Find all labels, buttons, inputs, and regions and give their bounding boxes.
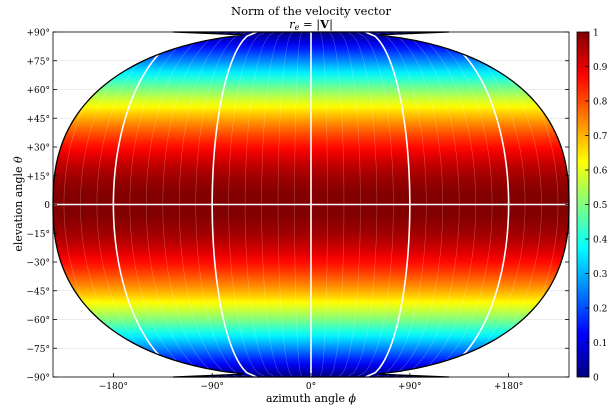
subtitle-bold: V [319,17,330,31]
meridian-line [112,32,203,377]
y-tick-label: +30° [27,144,51,154]
colorbar-tick-label: 1 [593,29,599,39]
y-tick-label: −60° [27,316,51,326]
y-tick-label: +75° [27,57,51,67]
colorbar-ticks: 0 0.1 0.2 0.3 0.4 0.5 0.6 0.7 0.8 0.9 1 [585,29,608,384]
y-tick-label: −75° [27,345,51,355]
y-axis-label-text: elevation angle [12,163,25,252]
globe-surface [53,32,569,377]
subtitle-subscript: e [295,23,300,32]
colorbar-tick-label: 0.5 [593,201,608,211]
y-tick-label: −15° [27,230,51,240]
chart-title: Norm of the velocity vector [231,4,391,18]
meridian-line [365,32,411,377]
x-tick-label: −90° [200,382,224,392]
y-axis-ticks: +90° +75° +60° +45° +30° +15° 0 −15° −30° −45° −60… [27,29,569,384]
colorbar-tick-label: 0.9 [593,63,608,73]
y-tick-label: −90° [27,374,51,384]
y-tick-label: +60° [27,86,51,96]
chart-subtitle: re = |V| [289,17,333,32]
colorbar-tick-label: 0.8 [593,98,608,108]
y-tick-label: −30° [27,259,51,269]
y-tick-label: +15° [27,172,51,182]
colorbar-tick-label: 0.2 [593,305,607,315]
subtitle-equals: = | [299,17,320,32]
meridian-line [211,32,257,377]
x-axis-label-symbol: ϕ [349,392,357,405]
x-axis-label-text: azimuth angle [266,392,349,405]
colorbar-tick-label: 0.7 [593,132,608,142]
colorbar-tick-label: 0.1 [593,339,607,349]
subtitle-end: | [329,17,333,32]
x-axis-label: azimuth angle ϕ [266,392,357,405]
x-axis-ticks: −180° −90° 0° +90° +180° [99,373,523,392]
colorbar-tick-label: 0 [593,374,599,384]
y-tick-label: +90° [27,29,51,39]
x-tick-label: −180° [99,382,128,392]
y-axis-label-symbol: θ [12,156,25,163]
y-axis-label: elevation angle θ [12,156,25,252]
y-tick-label: +45° [27,115,51,125]
x-tick-label: +90° [398,382,422,392]
meridian-line [419,32,510,377]
colorbar-tick-label: 0.3 [593,270,608,280]
x-tick-label: +180° [494,382,523,392]
y-tick-label: −45° [27,287,51,297]
x-tick-label: 0° [306,382,316,392]
major-meridian-lines [112,32,510,377]
y-tick-label: 0 [44,201,50,211]
subtitle-variable: r [289,17,296,31]
colorbar-tick-label: 0.6 [593,167,608,177]
colorbar-tick-label: 0.4 [593,236,608,246]
